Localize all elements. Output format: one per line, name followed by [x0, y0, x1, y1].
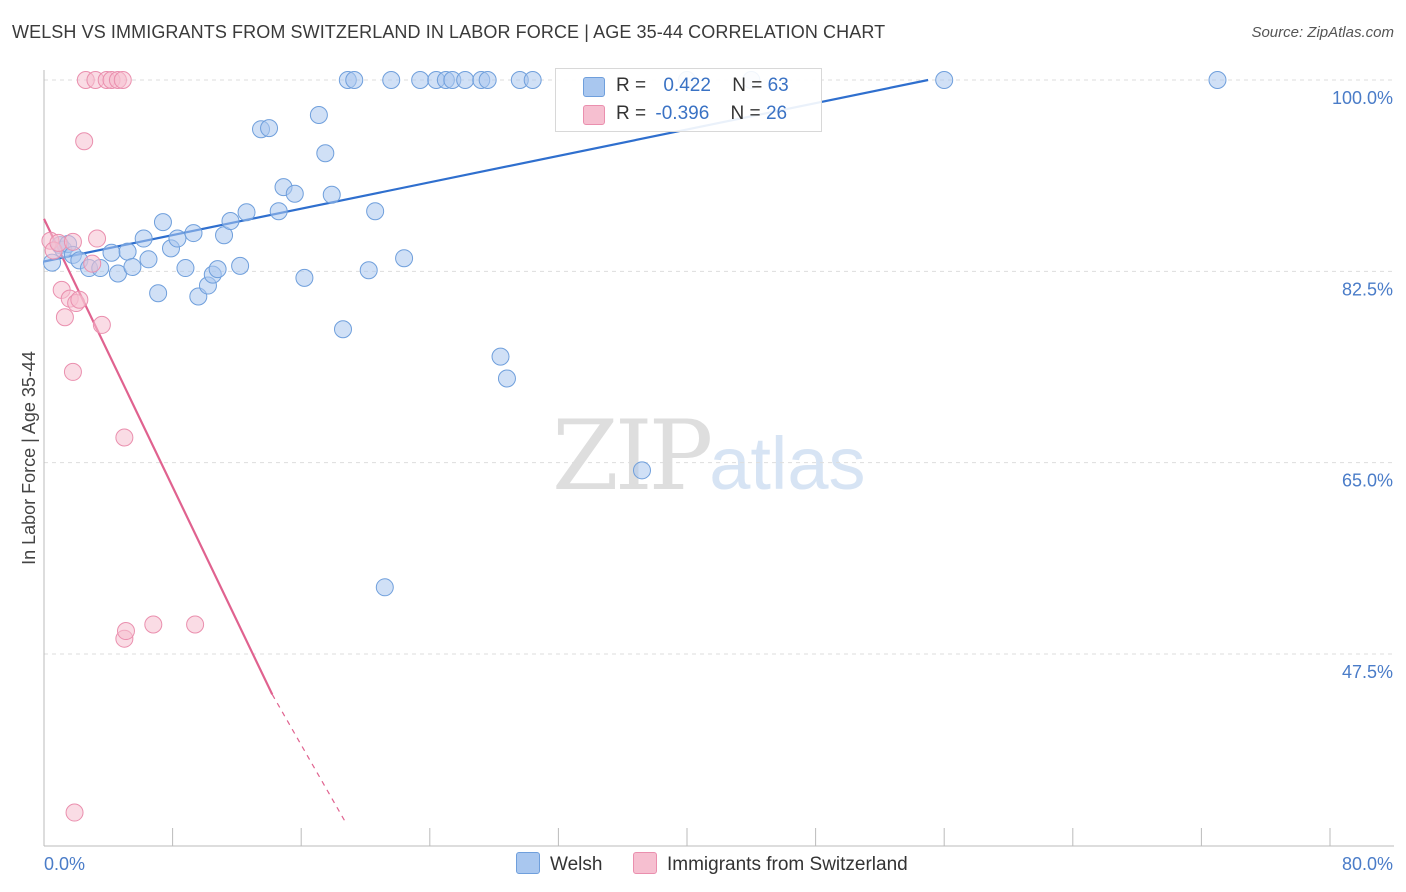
welsh-point [359, 261, 378, 280]
welsh-point [382, 71, 401, 89]
welsh-point [456, 71, 475, 89]
welsh-point [176, 259, 195, 278]
welsh-r-value: 0.422 [663, 75, 711, 96]
data-points [41, 71, 1227, 822]
welsh-point [497, 369, 516, 388]
welsh-point [102, 243, 121, 262]
welsh-point [375, 578, 394, 597]
welsh-point [134, 229, 153, 248]
swiss-point [63, 362, 82, 381]
x-tick-label-min: 0.0% [44, 854, 85, 874]
welsh-r-label: R = [616, 75, 647, 96]
trend-lines [43, 78, 929, 824]
chart-title: WELSH VS IMMIGRANTS FROM SWITZERLAND IN … [12, 22, 886, 42]
swiss-trend-extension [271, 694, 347, 824]
swiss-n-label: N = [730, 103, 761, 124]
welsh-point [309, 105, 328, 124]
grid-lines [44, 79, 1394, 655]
watermark-zip: ZIP [552, 400, 713, 512]
legend-welsh-swatch [516, 852, 540, 874]
legend-welsh-label: Welsh [550, 854, 603, 875]
swiss-point [75, 132, 94, 151]
welsh-point [184, 224, 203, 243]
y-tick-label: 82.5% [1342, 279, 1393, 299]
welsh-point [208, 260, 227, 279]
watermark: ZIPatlas [552, 400, 866, 512]
welsh-point [285, 184, 304, 203]
welsh-point [295, 268, 314, 287]
swiss-stats: R = -0.396 N = 26 [616, 103, 787, 125]
swiss-point [92, 315, 111, 334]
swiss-point [116, 622, 135, 641]
source-label: Source: ZipAtlas.com [1251, 24, 1394, 41]
axes [43, 70, 1394, 847]
correlation-legend: R = 0.422 N = 63 R = -0.396 N = 26 [555, 68, 822, 132]
welsh-point [118, 242, 137, 261]
swiss-point [83, 254, 102, 273]
welsh-n-value: 63 [767, 75, 789, 96]
welsh-point [1208, 71, 1227, 89]
swiss-point [115, 428, 134, 447]
welsh-point [139, 250, 158, 269]
welsh-point [153, 213, 172, 232]
swiss-r-value: -0.396 [655, 103, 710, 124]
watermark-atlas: atlas [709, 422, 866, 505]
welsh-point [345, 71, 364, 89]
welsh-point [231, 256, 250, 275]
y-axis-title: In Labor Force | Age 35-44 [19, 351, 39, 565]
y-tick-label: 65.0% [1342, 471, 1393, 491]
welsh-point [523, 71, 542, 89]
welsh-point [478, 71, 497, 89]
welsh-point [333, 320, 352, 339]
welsh-point [395, 249, 414, 268]
welsh-stats: R = 0.422 N = 63 [616, 75, 789, 97]
welsh-point [269, 202, 288, 221]
swiss-point [144, 615, 163, 634]
welsh-point [168, 229, 187, 248]
swiss-point [63, 232, 82, 251]
legend-swiss-swatch [633, 852, 657, 874]
y-tick-label: 100.0% [1332, 88, 1393, 108]
swiss-point [65, 803, 84, 822]
welsh-point [260, 119, 279, 138]
y-tick-label: 47.5% [1342, 662, 1393, 682]
welsh-point [366, 202, 385, 221]
swiss-r-label: R = [616, 103, 647, 124]
welsh-point [322, 185, 341, 204]
swiss-swatch [583, 105, 605, 125]
welsh-point [491, 347, 510, 366]
welsh-point [411, 71, 430, 89]
axis-labels: 100.0% 82.5% 65.0% 47.5% 0.0% 80.0% In Labor F… [19, 88, 1393, 874]
welsh-point [632, 461, 651, 480]
legend-swiss-label: Immigrants from Switzerland [667, 854, 908, 875]
swiss-point [55, 308, 74, 327]
welsh-point [123, 257, 142, 276]
welsh-point [237, 203, 256, 222]
swiss-point [70, 290, 89, 309]
welsh-point [221, 212, 240, 231]
welsh-point [316, 144, 335, 163]
legend-item-swiss: Immigrants from Switzerland [633, 852, 908, 876]
swiss-point [113, 71, 132, 89]
swiss-n-value: 26 [765, 103, 788, 124]
swiss-point [186, 615, 205, 634]
welsh-point [149, 284, 168, 303]
welsh-point [935, 71, 954, 89]
swiss-point [88, 229, 107, 248]
x-tick-label-max: 80.0% [1342, 854, 1393, 874]
welsh-swatch [583, 77, 605, 97]
legend-item-welsh: Welsh [516, 852, 602, 876]
welsh-n-label: N = [732, 75, 763, 96]
